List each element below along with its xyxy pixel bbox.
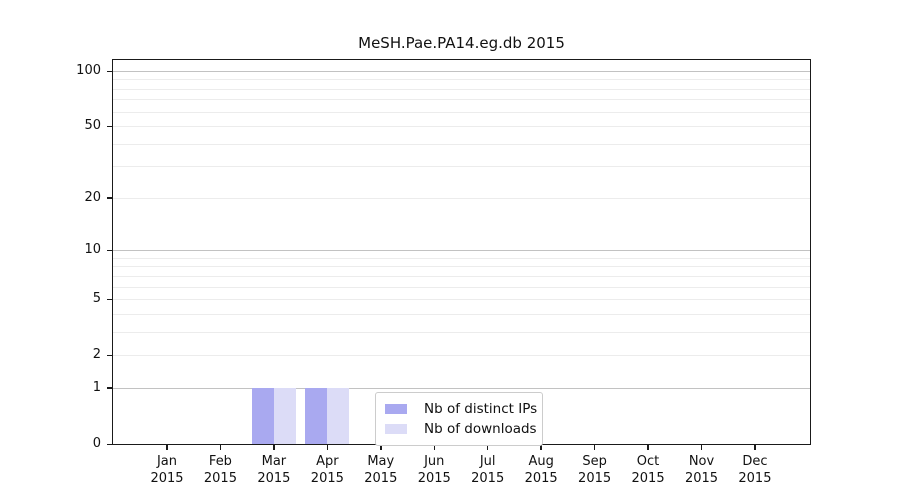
- x-tick-mark-jan: [166, 444, 168, 450]
- gridline-minor-8: [113, 266, 810, 268]
- x-tick-year: 2015: [631, 471, 665, 486]
- gridline-major-100: [113, 71, 810, 72]
- legend: Nb of distinct IPs Nb of downloads: [375, 392, 543, 446]
- gridline-minor-20: [113, 197, 810, 199]
- y-tick-mark-2: [107, 354, 113, 357]
- x-tick-mark-jul: [486, 444, 489, 450]
- y-tick-mark-10: [107, 249, 113, 252]
- x-tick-year: 2015: [684, 471, 719, 486]
- x-tick-label-feb: Feb 2015: [188, 453, 252, 487]
- gridline-major-10: [113, 250, 810, 252]
- gridline-minor-60: [113, 111, 810, 113]
- bar-distinct-ips-mar: [251, 387, 274, 444]
- x-tick-month: Mar: [261, 454, 287, 469]
- x-tick-month: Dec: [742, 454, 768, 469]
- x-tick-month: Apr: [316, 454, 339, 469]
- gridline-minor-50: [113, 126, 810, 128]
- x-tick-year: 2015: [417, 471, 451, 486]
- x-tick-year: 2015: [738, 471, 772, 486]
- y-tick-label-2: 2: [92, 347, 101, 363]
- x-tick-month: Jul: [479, 454, 496, 469]
- gridline-minor-6: [113, 286, 810, 288]
- gridline-minor-40: [113, 143, 810, 145]
- x-tick-mark-aug: [540, 444, 542, 450]
- bar-downloads-apr: [327, 387, 350, 444]
- gridline-minor-2: [113, 355, 810, 357]
- x-tick-mark-nov: [700, 444, 703, 450]
- gridline-minor-30: [113, 166, 810, 168]
- y-tick-label-10: 10: [84, 242, 101, 258]
- x-tick-year: 2015: [150, 471, 184, 486]
- gridline-minor-7: [113, 275, 810, 277]
- x-tick-month: Nov: [688, 454, 715, 469]
- x-tick-mark-oct: [647, 444, 649, 450]
- x-tick-mark-mar: [273, 444, 275, 450]
- x-tick-label-may: May 2015: [349, 453, 413, 487]
- y-tick-label-5: 5: [92, 291, 101, 307]
- y-tick-label-1: 1: [92, 379, 101, 395]
- y-tick-mark-100: [107, 70, 113, 72]
- x-tick-year: 2015: [578, 471, 612, 486]
- x-tick-month: May: [367, 454, 395, 469]
- x-tick-mark-may: [380, 444, 382, 450]
- x-tick-mark-dec: [754, 444, 756, 450]
- gridline-minor-70: [113, 99, 810, 101]
- legend-item-distinct-ips: Nb of distinct IPs: [385, 399, 538, 419]
- bar-distinct-ips-apr: [305, 387, 328, 444]
- gridline-minor-90: [113, 79, 810, 81]
- legend-swatch-downloads: [385, 424, 407, 434]
- gridline-minor-5: [113, 299, 810, 301]
- x-tick-year: 2015: [471, 471, 505, 486]
- legend-label-downloads: Nb of downloads: [424, 421, 537, 437]
- x-tick-month: Jan: [156, 454, 178, 469]
- x-tick-month: Feb: [208, 454, 232, 469]
- y-tick-mark-0: [107, 443, 113, 445]
- legend-label-distinct-ips: Nb of distinct IPs: [424, 401, 538, 417]
- x-tick-year: 2015: [203, 471, 237, 486]
- x-tick-label-jul: Jul 2015: [456, 453, 520, 487]
- x-tick-label-dec: Dec 2015: [723, 453, 787, 487]
- gridline-minor-9: [113, 257, 810, 259]
- legend-item-downloads: Nb of downloads: [385, 419, 537, 439]
- gridline-minor-3: [113, 331, 810, 333]
- x-tick-label-jun: Jun 2015: [402, 453, 466, 487]
- x-tick-mark-jun: [433, 444, 435, 450]
- y-tick-mark-5: [107, 298, 113, 301]
- x-tick-mark-feb: [219, 444, 222, 450]
- x-tick-month: Jun: [424, 454, 445, 469]
- y-tick-label-50: 50: [84, 118, 101, 134]
- x-tick-label-oct: Oct 2015: [616, 453, 680, 487]
- x-tick-label-nov: Nov 2015: [670, 453, 734, 487]
- x-tick-year: 2015: [524, 471, 558, 486]
- x-tick-month: Sep: [582, 454, 607, 469]
- gridline-minor-80: [113, 88, 810, 90]
- y-tick-label-20: 20: [84, 189, 101, 205]
- x-tick-year: 2015: [364, 471, 398, 486]
- y-tick-mark-50: [107, 125, 113, 128]
- x-tick-mark-apr: [326, 444, 329, 450]
- gridline-minor-4: [113, 313, 810, 315]
- x-tick-month: Aug: [528, 454, 554, 469]
- bar-downloads-mar: [273, 387, 296, 444]
- y-tick-mark-1: [107, 387, 113, 389]
- x-tick-year: 2015: [257, 471, 291, 486]
- y-tick-mark-20: [107, 197, 113, 199]
- x-tick-mark-sep: [593, 444, 596, 450]
- x-tick-label-mar: Mar 2015: [242, 453, 306, 487]
- x-tick-label-apr: Apr 2015: [295, 453, 359, 487]
- chart-title: MeSH.Pae.PA14.eg.db 2015: [358, 34, 565, 52]
- x-tick-label-aug: Aug 2015: [509, 453, 573, 487]
- x-tick-label-sep: Sep 2015: [563, 453, 627, 487]
- y-tick-label-100: 100: [76, 63, 101, 78]
- legend-swatch-distinct-ips: [385, 404, 407, 414]
- x-tick-label-jan: Jan 2015: [135, 453, 199, 487]
- x-tick-month: Oct: [636, 454, 660, 469]
- y-tick-label-0: 0: [92, 436, 101, 451]
- x-tick-year: 2015: [310, 471, 344, 486]
- gridline-major-1: [113, 387, 810, 389]
